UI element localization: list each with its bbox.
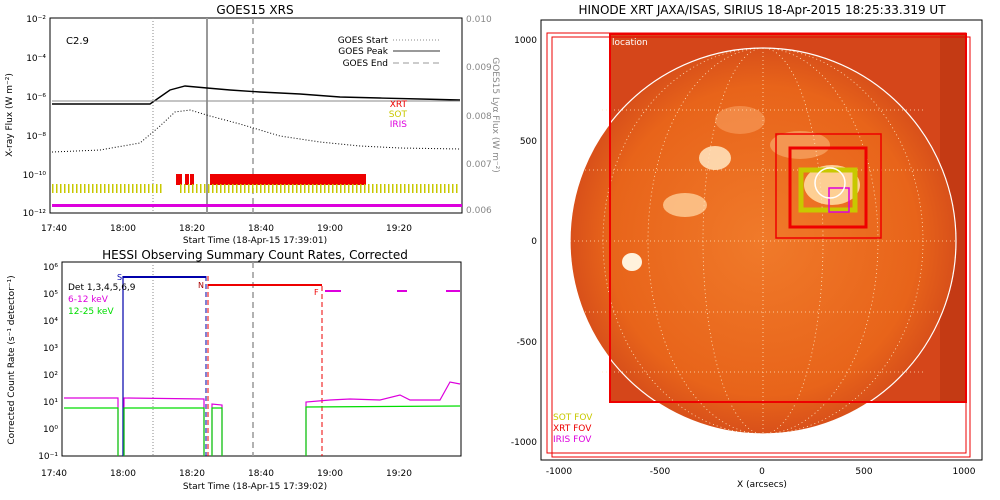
legend-goes-peak: GOES Peak: [338, 47, 388, 57]
goes-xtick: 19:00: [317, 224, 343, 234]
hessi-xtick: 18:20: [179, 469, 205, 479]
hessi-ytick: 10¹: [43, 398, 58, 408]
legend-goes-end: GOES End: [343, 59, 388, 69]
goes-xtick: 18:40: [248, 224, 274, 234]
xrt-fov-box-inner: [788, 146, 868, 229]
xrt-xtick: 500: [855, 467, 872, 477]
hessi-xtick: 19:00: [317, 469, 343, 479]
hessi-ytick: 10⁰: [43, 425, 58, 435]
xrt-coverage-bar: [185, 174, 189, 185]
goes-ytick-right: 0.007: [466, 160, 492, 170]
hessi-6-12-curve: [64, 381, 461, 456]
flare-contour: [814, 167, 846, 199]
hessi-marker-f: F: [314, 288, 319, 297]
goes-ytick-right: 0.008: [466, 112, 492, 122]
hessi-ytick: 10⁶: [43, 263, 58, 273]
xrt-outer-fov-2: [551, 36, 971, 458]
hessi-ytick: 10³: [43, 344, 58, 354]
goes-ytick: 10⁻¹⁰: [23, 171, 47, 181]
solar-limb: [569, 47, 957, 435]
goes-ytick: 10⁻⁸: [26, 132, 46, 142]
goes-ytick-right: 0.010: [466, 15, 492, 25]
goes-class-label: C2.9: [66, 36, 89, 47]
goes-frame: [49, 17, 463, 214]
goes-panel: GOES15 XRS C2.9 GOES Start GOES Peak GOE…: [5, 3, 500, 246]
xrt-ytick: 500: [520, 137, 537, 147]
hessi-legend-12-25: 12-25 keV: [68, 307, 114, 317]
goes-ytick: 10⁻²: [26, 15, 46, 25]
iris-fov-box: [828, 187, 850, 213]
hessi-ytick: 10⁴: [43, 317, 58, 327]
xrt-panel: HINODE XRT JAXA/ISAS, SIRIUS 18-Apr-2015…: [511, 3, 983, 490]
goes-ytick-right: 0.009: [466, 63, 492, 73]
hessi-marker-n: N: [198, 281, 204, 290]
sot-coverage-bar: [52, 184, 164, 193]
goes-xtick: 17:40: [41, 224, 67, 234]
goes-xtick: 19:20: [386, 224, 412, 234]
xrt-xtick: 0: [759, 467, 765, 477]
xrt-fov-box: [775, 133, 882, 239]
hessi-ytick: 10²: [43, 371, 58, 381]
goes-ylabel: X-ray Flux (W m⁻²): [5, 73, 15, 157]
active-regions: [622, 106, 860, 271]
goes-ytick: 10⁻⁶: [26, 93, 46, 103]
xrt-coverage-bar: [210, 174, 366, 185]
goes-xtick: 18:20: [179, 224, 205, 234]
xrt-xtick: 1000: [953, 467, 976, 477]
xrt-image-fov: [609, 33, 967, 403]
goes-xtick: 18:00: [110, 224, 136, 234]
xrt-ytick: -500: [517, 338, 538, 348]
xrt-fov-label-iris: IRIS FOV: [553, 435, 592, 445]
xrt-location-label: location: [612, 38, 648, 48]
goes-ytick-right: 0.006: [466, 206, 492, 216]
sot-coverage-bar: [180, 184, 460, 193]
xrt-title: HINODE XRT JAXA/ISAS, SIRIUS 18-Apr-2015…: [578, 3, 946, 17]
hessi-xtick: 18:40: [248, 469, 274, 479]
hessi-ytick: 10⁵: [43, 290, 58, 300]
xrt-coverage-bar: [176, 174, 182, 185]
xrt-fov-label-xrt: XRT FOV: [553, 424, 592, 434]
xrt-xlabel: X (arcsecs): [737, 480, 787, 490]
goes-long-curve: [52, 85, 461, 105]
xrt-coverage-bar: [190, 174, 194, 185]
hessi-title: HESSI Observing Summary Count Rates, Cor…: [102, 248, 408, 262]
hessi-xlabel: Start Time (18-Apr-15 17:39:02): [183, 482, 327, 492]
goes-ylabel-right: GOES15 Lyα Flux (W m⁻²): [490, 57, 500, 173]
iris-coverage-bar: [52, 204, 462, 207]
xrt-fov-label-sot: SOT FOV: [553, 413, 593, 423]
hessi-12-25-curve: [64, 405, 461, 456]
xrt-xtick: -500: [650, 467, 671, 477]
hessi-xtick: 19:20: [386, 469, 412, 479]
hessi-xtick: 17:40: [41, 469, 67, 479]
hessi-xtick: 18:00: [110, 469, 136, 479]
goes-ytick: 10⁻⁴: [26, 54, 46, 64]
xrt-ytick: 0: [531, 237, 537, 247]
goes-ytick: 10⁻¹²: [23, 209, 47, 219]
hessi-panel: HESSI Observing Summary Count Rates, Cor…: [7, 248, 462, 492]
hessi-ytick: 10⁻¹: [38, 452, 58, 462]
hessi-legend-6-12: 6-12 keV: [68, 295, 109, 305]
goes-title: GOES15 XRS: [216, 3, 293, 17]
xrt-ytick: -1000: [511, 438, 537, 448]
label-xrt: XRT: [390, 100, 408, 110]
hessi-legend-det: Det 1,3,4,5,6,9: [68, 283, 136, 293]
hessi-frame: [61, 261, 462, 457]
hessi-ylabel: Corrected Count Rate (s⁻¹ detector⁻¹): [7, 275, 17, 444]
label-sot: SOT: [389, 110, 408, 120]
goes-short-curve: [51, 109, 461, 153]
legend-goes-start: GOES Start: [338, 36, 389, 46]
sot-fov-box: [798, 167, 858, 213]
hessi-marker-s: S: [117, 273, 122, 282]
xrt-xtick: -1000: [546, 467, 572, 477]
label-iris: IRIS: [390, 120, 408, 130]
goes-xlabel: Start Time (18-Apr-15 17:39:01): [183, 236, 327, 246]
xrt-ytick: 1000: [514, 36, 537, 46]
